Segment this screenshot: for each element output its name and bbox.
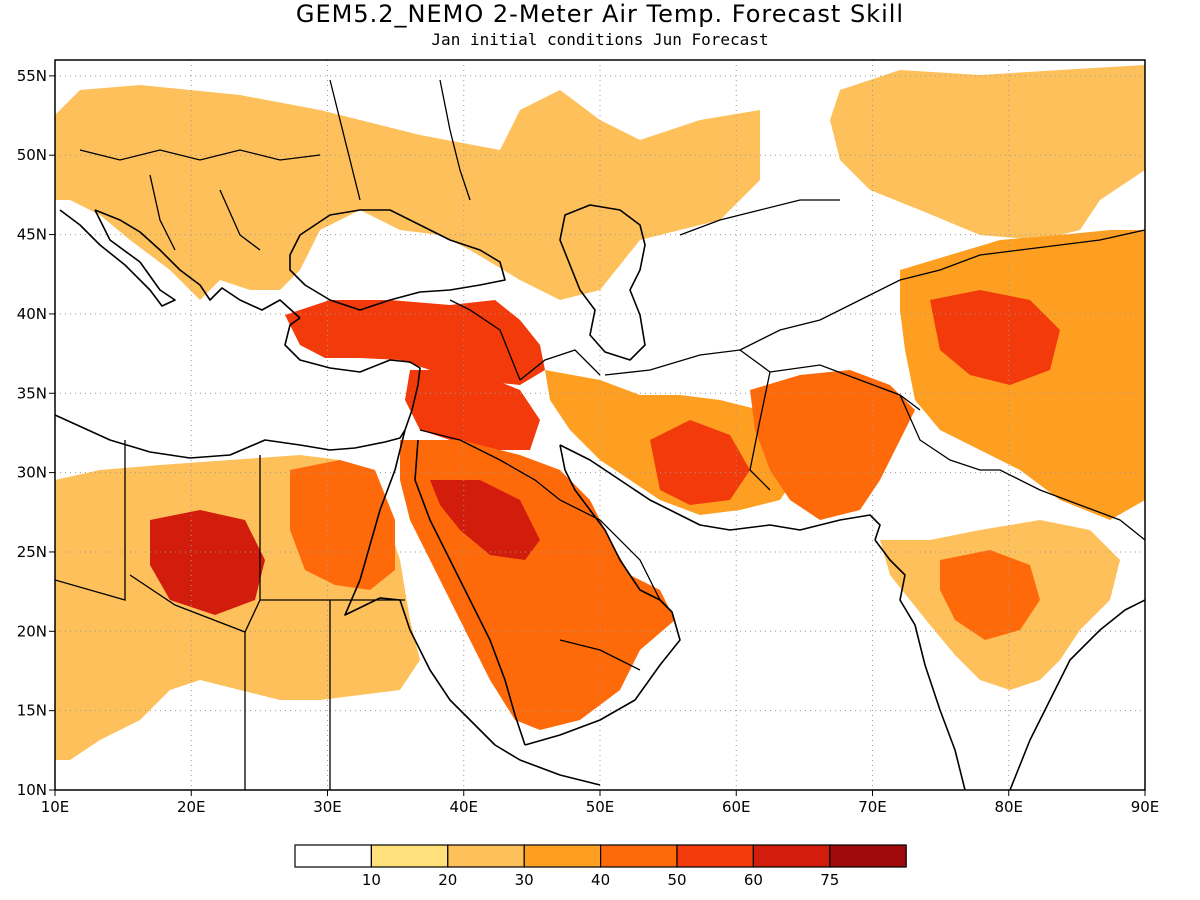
y-tick-label: 40N (17, 305, 47, 323)
y-tick-label: 55N (17, 67, 47, 85)
y-tick-label: 25N (17, 543, 47, 561)
skill-region-tibet-core (930, 290, 1060, 385)
x-tick-label: 90E (1131, 798, 1160, 816)
x-tick-label: 40E (449, 798, 478, 816)
colorbar-label: 30 (515, 871, 534, 889)
plot-area (55, 60, 1145, 790)
x-tick-label: 20E (177, 798, 206, 816)
colorbar-label: 20 (438, 871, 457, 889)
skill-shading (55, 65, 1145, 760)
y-tick-label: 45N (17, 226, 47, 244)
skill-region-siberia (830, 65, 1145, 240)
x-tick-label: 60E (722, 798, 751, 816)
country-borders (55, 79, 1145, 790)
colorbar-label: 60 (744, 871, 763, 889)
x-tick-label: 80E (994, 798, 1023, 816)
colorbar-segment (599, 844, 678, 868)
skill-region-levant (405, 370, 540, 450)
colorbar-segment (370, 844, 449, 868)
colorbar-segment (294, 844, 373, 868)
y-tick-label: 10N (17, 781, 47, 799)
colorbar: 10 20 30 40 50 60 75 (294, 844, 907, 889)
skill-region-afghanistan (750, 370, 915, 520)
colorbar-segment (752, 844, 831, 868)
skill-region-arabia-core (430, 480, 540, 560)
x-tick-label: 10E (41, 798, 70, 816)
skill-region-india-core (940, 550, 1040, 640)
y-tick-label: 30N (17, 464, 47, 482)
x-tick-label: 70E (858, 798, 887, 816)
colorbar-label: 75 (820, 871, 839, 889)
colorbar-segment (829, 844, 907, 868)
skill-region-egypt (290, 460, 395, 590)
y-tick-label: 50N (17, 146, 47, 164)
skill-region-anatolia (285, 300, 545, 385)
skill-region-iran-south (650, 420, 750, 505)
x-tick-label: 50E (586, 798, 615, 816)
y-axis-ticks: 55N 50N 45N 40N 35N 30N 25N 20N 15N 10N (17, 67, 55, 799)
skill-region-balkans (150, 185, 300, 280)
colorbar-segment (676, 844, 755, 868)
coastlines (55, 204, 1145, 790)
x-axis-ticks: 10E 20E 30E 40E 50E 60E 70E 80E 90E (41, 790, 1160, 816)
y-tick-label: 35N (17, 384, 47, 402)
map-subtitle: Jan initial conditions Jun Forecast (431, 30, 768, 49)
colorbar-label: 10 (362, 871, 381, 889)
colorbar-segment (447, 844, 525, 868)
map-title: GEM5.2_NEMO 2-Meter Air Temp. Forecast S… (296, 0, 904, 28)
colorbar-segment (523, 844, 602, 868)
skill-region-sahara-core (150, 510, 265, 615)
grid-lines (55, 60, 1145, 790)
colorbar-label: 40 (591, 871, 610, 889)
x-tick-label: 30E (313, 798, 342, 816)
y-tick-label: 20N (17, 622, 47, 640)
y-tick-label: 15N (17, 702, 47, 720)
colorbar-label: 50 (667, 871, 686, 889)
